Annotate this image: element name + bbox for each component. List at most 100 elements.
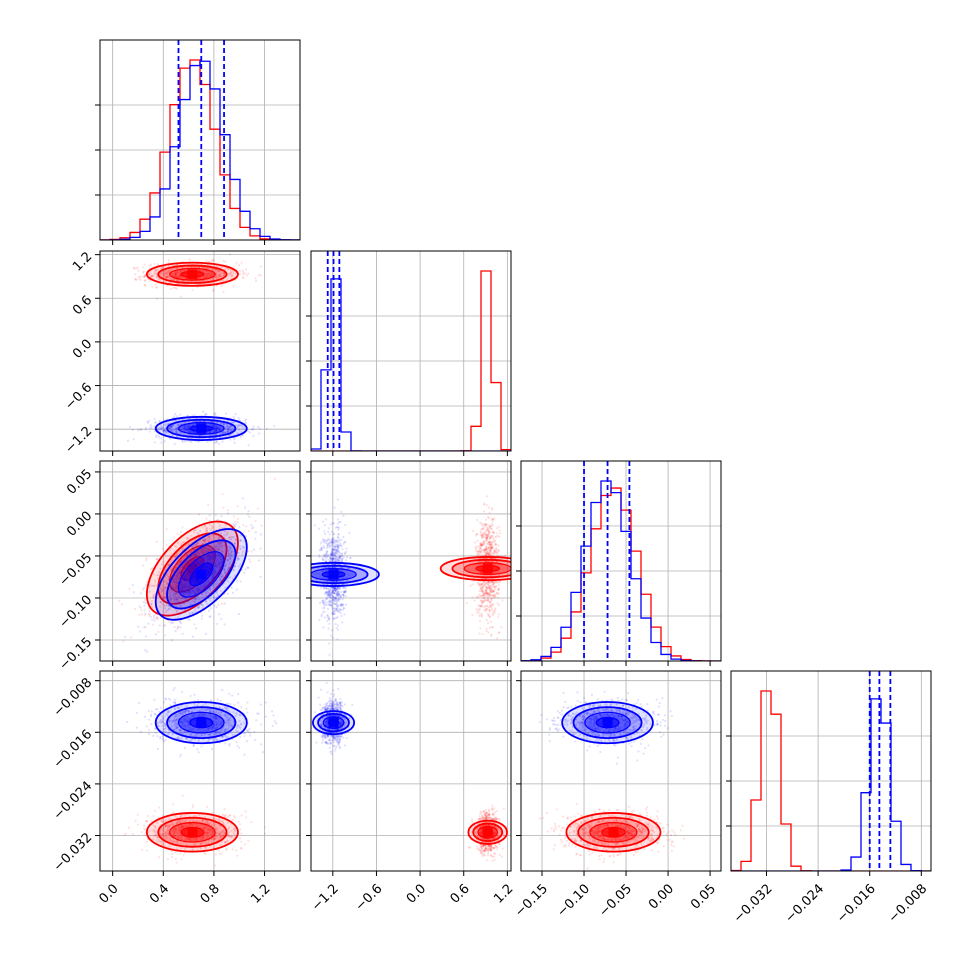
scatter-point bbox=[195, 554, 198, 557]
scatter-point bbox=[215, 272, 218, 275]
scatter-point bbox=[134, 278, 137, 281]
scatter-point bbox=[173, 587, 176, 590]
scatter-point bbox=[200, 550, 204, 553]
scatter-point bbox=[208, 527, 211, 530]
scatter-point bbox=[215, 424, 218, 427]
scatter-point bbox=[487, 583, 490, 586]
scatter-point bbox=[185, 427, 189, 430]
scatter-point bbox=[139, 592, 142, 595]
scatter-point bbox=[207, 503, 210, 506]
scatter-point bbox=[159, 278, 162, 281]
scatter-point bbox=[186, 574, 189, 577]
scatter-point bbox=[179, 626, 182, 629]
histogram-series-1 bbox=[100, 60, 300, 240]
scatter-point bbox=[336, 535, 340, 539]
scatter-point bbox=[173, 536, 176, 539]
scatter-point bbox=[195, 420, 198, 423]
scatter-point bbox=[244, 272, 247, 275]
scatter-point bbox=[173, 429, 176, 432]
scatter-point bbox=[170, 621, 173, 625]
scatter-point bbox=[209, 599, 212, 602]
scatter-point bbox=[218, 541, 221, 544]
scatter-point bbox=[147, 622, 150, 625]
scatter-point bbox=[220, 519, 223, 523]
scatter-point bbox=[243, 506, 247, 509]
scatter-point bbox=[173, 592, 176, 595]
scatter-point bbox=[173, 278, 177, 281]
scatter-point bbox=[231, 420, 234, 424]
scatter-point bbox=[190, 430, 194, 434]
y-tick-label: 0.0 bbox=[70, 337, 95, 362]
scatter-point bbox=[203, 546, 206, 549]
scatter-point bbox=[163, 624, 166, 627]
scatter-point bbox=[231, 274, 234, 277]
scatter-point bbox=[218, 429, 221, 432]
scatter-point bbox=[173, 272, 177, 276]
scatter-point bbox=[493, 538, 496, 542]
scatter-point bbox=[191, 430, 194, 434]
scatter-point bbox=[155, 269, 158, 272]
scatter-point bbox=[171, 277, 174, 281]
scatter-point bbox=[227, 428, 230, 431]
scatter-point bbox=[229, 551, 233, 554]
scatter-point bbox=[175, 579, 179, 582]
scatter-point bbox=[206, 538, 209, 541]
scatter-point bbox=[143, 279, 146, 282]
scatter-point bbox=[216, 581, 219, 584]
scatter-point bbox=[186, 425, 189, 428]
scatter-point bbox=[131, 428, 135, 431]
scatter-point bbox=[227, 552, 230, 556]
scatter-point bbox=[209, 423, 212, 426]
scatter-point bbox=[176, 626, 179, 629]
scatter-point bbox=[168, 269, 171, 272]
scatter-point bbox=[187, 590, 191, 593]
scatter-point bbox=[486, 532, 490, 536]
scatter-point bbox=[219, 270, 222, 273]
scatter-point bbox=[260, 524, 263, 527]
scatter-point bbox=[218, 543, 222, 546]
scatter-point bbox=[144, 428, 147, 431]
scatter-point bbox=[153, 268, 156, 271]
scatter-point bbox=[166, 582, 169, 585]
scatter-point bbox=[200, 283, 203, 286]
scatter-point bbox=[171, 587, 175, 590]
scatter-point bbox=[214, 545, 217, 549]
scatter-point bbox=[197, 551, 200, 554]
scatter-point bbox=[478, 615, 481, 618]
scatter-point bbox=[225, 425, 229, 428]
scatter-point bbox=[202, 410, 205, 413]
scatter-point bbox=[144, 635, 147, 638]
scatter-point bbox=[162, 266, 165, 269]
scatter-point bbox=[176, 415, 179, 418]
scatter-point bbox=[179, 270, 182, 274]
scatter-point bbox=[224, 431, 227, 435]
scatter-point bbox=[485, 529, 488, 532]
scatter-point bbox=[345, 547, 348, 550]
panel-frame bbox=[310, 250, 512, 452]
scatter-point bbox=[155, 557, 158, 561]
scatter-point bbox=[202, 552, 205, 555]
scatter-point bbox=[171, 430, 175, 433]
scatter-point bbox=[202, 539, 205, 542]
scatter-point bbox=[164, 597, 167, 600]
scatter-point bbox=[170, 567, 173, 571]
scatter-point bbox=[196, 550, 200, 553]
scatter-point bbox=[210, 576, 214, 579]
scatter-point bbox=[244, 568, 247, 571]
scatter-point bbox=[160, 426, 164, 429]
scatter-point bbox=[186, 426, 189, 429]
scatter-point bbox=[208, 549, 211, 552]
scatter-point bbox=[224, 564, 227, 567]
scatter-point bbox=[184, 587, 187, 590]
scatter-point bbox=[231, 591, 234, 595]
scatter-point bbox=[237, 423, 240, 427]
scatter-point bbox=[168, 595, 171, 599]
scatter-point bbox=[471, 613, 474, 617]
scatter-point bbox=[214, 592, 218, 595]
scatter-point bbox=[488, 626, 492, 629]
scatter-point bbox=[197, 277, 200, 280]
scatter-point bbox=[220, 575, 223, 579]
scatter-point bbox=[174, 412, 177, 416]
scatter-point bbox=[153, 417, 156, 421]
scatter-point bbox=[205, 550, 208, 553]
